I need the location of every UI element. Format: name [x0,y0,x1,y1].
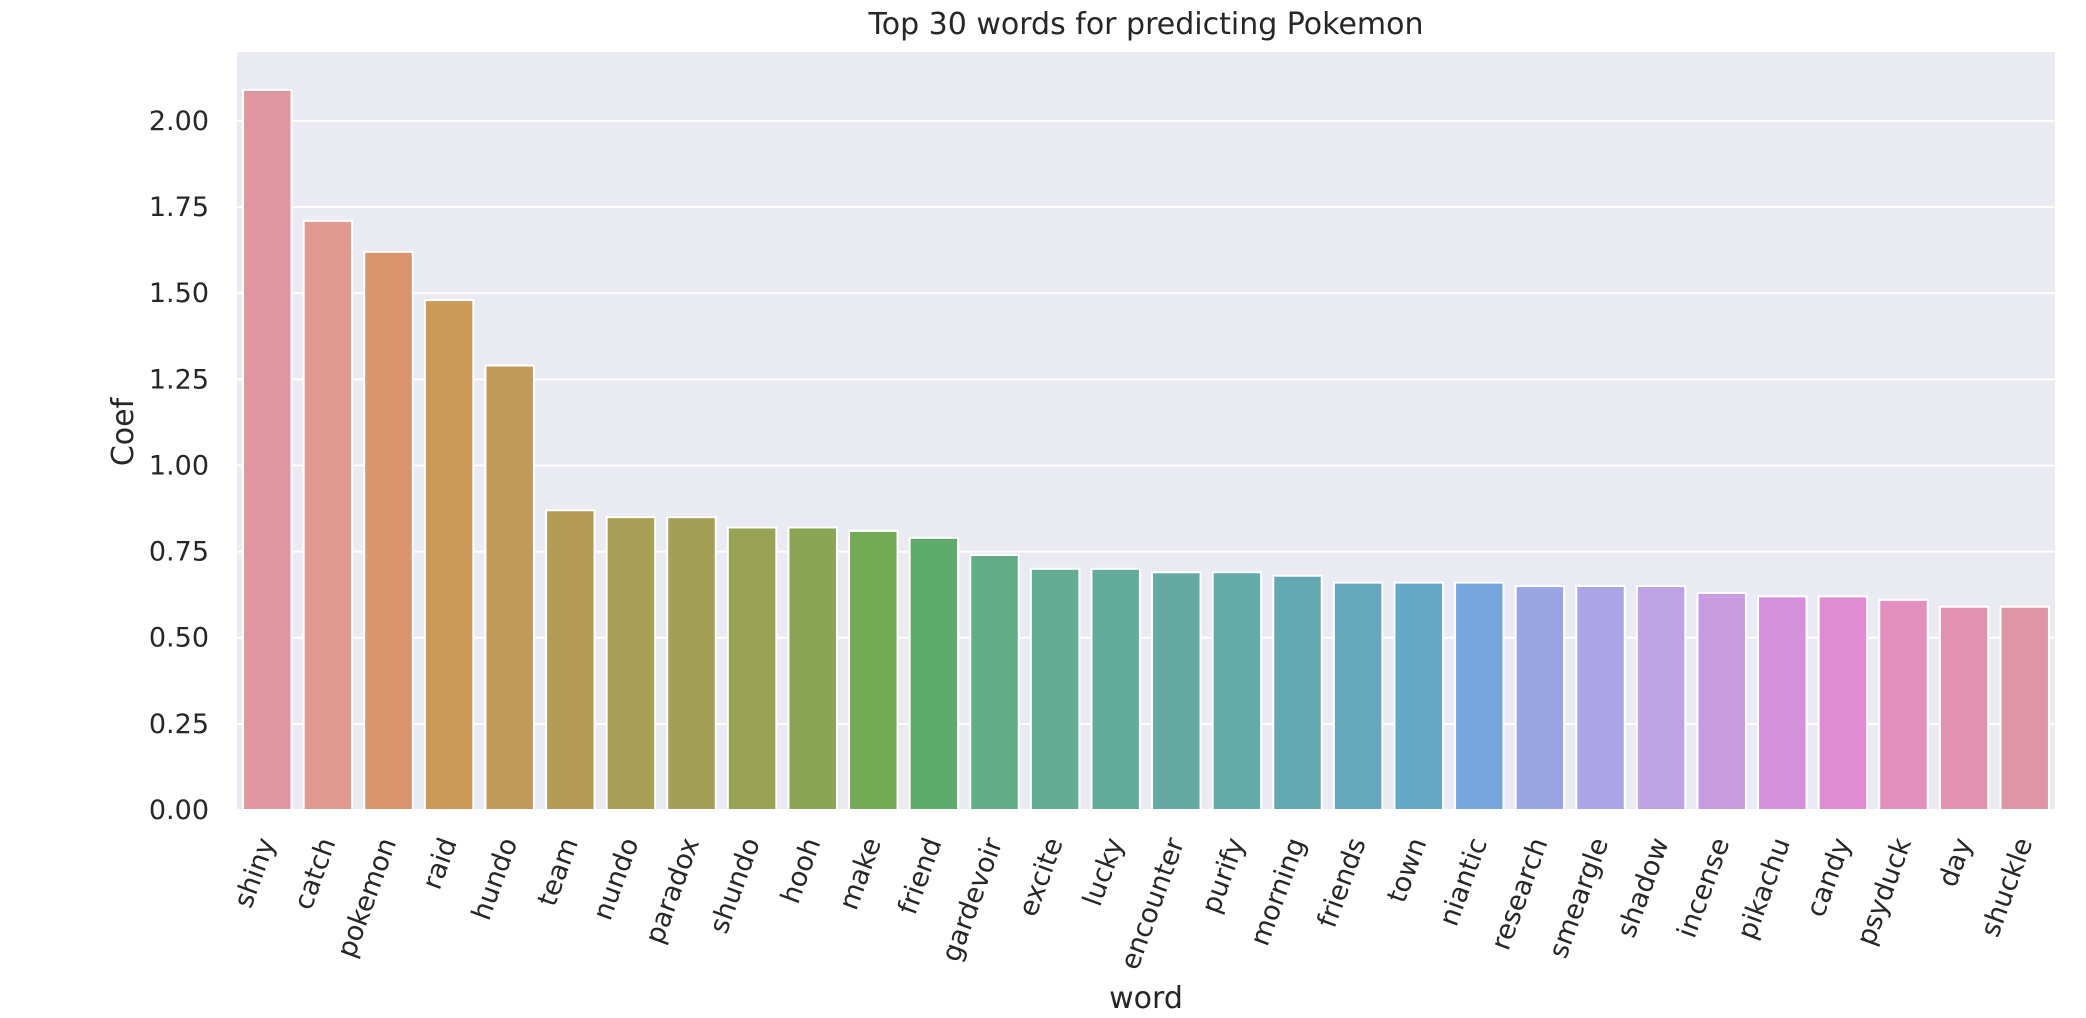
y-axis-label: Coef [106,396,141,466]
bar-team [545,509,596,811]
y-tick-label: 1.25 [149,364,209,395]
x-tick-label: raid [417,834,464,894]
bar-pikachu [1757,595,1808,812]
x-tick-label: morning [1245,834,1313,950]
x-tick-label: purify [1196,834,1252,918]
bar-research [1514,585,1566,812]
x-tick-label: shuckle [1975,834,2039,941]
x-tick-label: excite [1013,834,1070,921]
bar-smeargle [1575,585,1626,812]
bar-incense [1696,591,1747,811]
bar-nundo [605,516,657,811]
x-tick-label: niantic [1434,834,1494,930]
bar-shiny [242,88,293,811]
bar-shuckle [1999,605,2050,812]
x-tick-label: shundo [704,834,767,938]
x-tick-label: hundo [466,834,524,924]
y-tick-labels: 0.00 0.25 0.50 0.75 1.00 1.25 1.50 1.75 2.00 [149,106,209,826]
x-tick-label: shiny [228,834,282,912]
plot-background [237,52,2055,810]
x-tick-label: incense [1672,834,1737,942]
bar-niantic [1454,581,1505,811]
bar-day [1938,605,1990,812]
x-tick-label: shadow [1611,834,1676,942]
bar-shundo [726,526,778,811]
bar-paradox [666,516,717,811]
bar-candy [1817,595,1869,812]
x-tick-label: pokemon [331,834,403,962]
grid-lines [237,119,2055,811]
bars [242,88,2050,812]
x-tick-label: catch [288,834,342,914]
bar-catch [302,219,354,811]
bar-excite [1029,567,1081,811]
x-tick-label: hooh [775,834,827,908]
x-tick-label: friend [892,834,948,919]
y-tick-label: 1.50 [149,278,209,309]
y-tick-label: 2.00 [149,106,209,137]
chart-title: Top 30 words for predicting Pokemon [867,7,1423,42]
x-tick-label: paradox [639,834,706,948]
x-tick-label: town [1381,834,1433,907]
x-tick-label: day [1933,834,1979,891]
x-tick-label: gardevoir [936,833,1010,966]
y-tick-label: 0.25 [149,709,209,740]
x-tick-label: research [1485,834,1554,954]
x-tick-label: lucky [1077,834,1130,911]
x-tick-label: make [833,834,887,914]
x-tick-label: candy [1800,834,1857,921]
y-tick-label: 0.75 [149,537,209,568]
bar-psyduck [1878,598,1929,811]
y-tick-label: 1.00 [149,450,209,481]
bar-friends [1332,581,1384,811]
bar-hooh [787,526,838,811]
y-tick-label: 1.75 [149,192,209,223]
x-tick-label: friends [1312,834,1373,932]
bar-purify [1211,571,1263,811]
y-tick-label: 0.00 [149,795,209,826]
bar-encounter [1151,571,1202,811]
bar-morning [1272,574,1323,812]
y-tick-label: 0.50 [149,623,209,654]
bar-lucky [1090,567,1141,811]
bar-shadow [1635,585,1687,812]
bar-town [1393,581,1444,811]
bar-hundo [484,364,535,811]
x-tick-label: team [532,834,585,910]
bar-raid [423,299,475,811]
bar-friend [908,536,960,811]
x-tick-label: pikachu [1732,834,1797,944]
x-tick-label: psyduck [1851,833,1919,949]
x-axis-label: word [1109,981,1183,1016]
bar-make [848,529,899,811]
x-tick-label: smeargle [1543,834,1615,962]
bar-pokemon [363,250,414,811]
x-tick-label: nundo [587,834,645,924]
bar-gardevoir [969,554,1020,812]
